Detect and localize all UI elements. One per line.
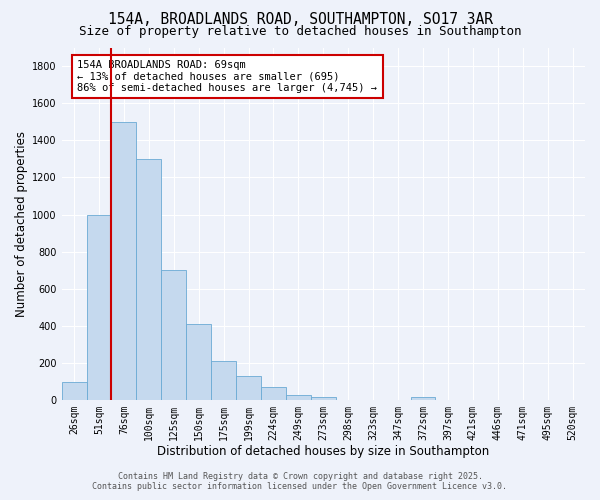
Text: 154A, BROADLANDS ROAD, SOUTHAMPTON, SO17 3AR: 154A, BROADLANDS ROAD, SOUTHAMPTON, SO17…: [107, 12, 493, 28]
Bar: [62, 382, 86, 400]
Text: 154A BROADLANDS ROAD: 69sqm
← 13% of detached houses are smaller (695)
86% of se: 154A BROADLANDS ROAD: 69sqm ← 13% of det…: [77, 60, 377, 93]
Bar: [211, 361, 236, 400]
Bar: [311, 396, 336, 400]
Bar: [410, 396, 436, 400]
Text: Contains HM Land Registry data © Crown copyright and database right 2025.
Contai: Contains HM Land Registry data © Crown c…: [92, 472, 508, 491]
Bar: [136, 159, 161, 400]
Bar: [86, 214, 112, 400]
Text: Size of property relative to detached houses in Southampton: Size of property relative to detached ho…: [79, 25, 521, 38]
Bar: [236, 376, 261, 400]
Bar: [112, 122, 136, 400]
Bar: [186, 324, 211, 400]
Bar: [286, 394, 311, 400]
Bar: [261, 387, 286, 400]
Bar: [161, 270, 186, 400]
X-axis label: Distribution of detached houses by size in Southampton: Distribution of detached houses by size …: [157, 444, 490, 458]
Y-axis label: Number of detached properties: Number of detached properties: [15, 131, 28, 317]
